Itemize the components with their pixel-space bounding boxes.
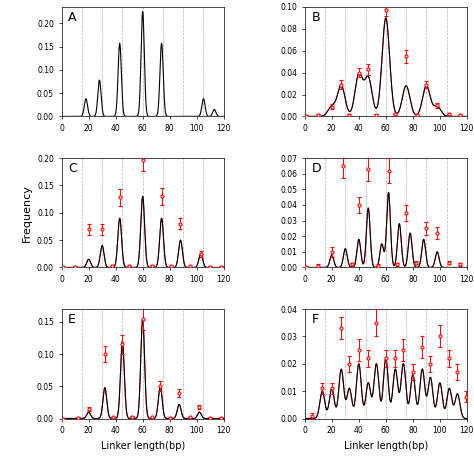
Y-axis label: Frequency: Frequency [21, 184, 31, 242]
Text: E: E [68, 313, 76, 326]
Text: A: A [68, 11, 77, 24]
Text: D: D [311, 162, 321, 175]
Text: C: C [68, 162, 77, 175]
X-axis label: Linker length(bp): Linker length(bp) [344, 441, 428, 451]
Text: B: B [311, 11, 320, 24]
X-axis label: Linker length(bp): Linker length(bp) [100, 441, 185, 451]
Text: F: F [311, 313, 319, 326]
